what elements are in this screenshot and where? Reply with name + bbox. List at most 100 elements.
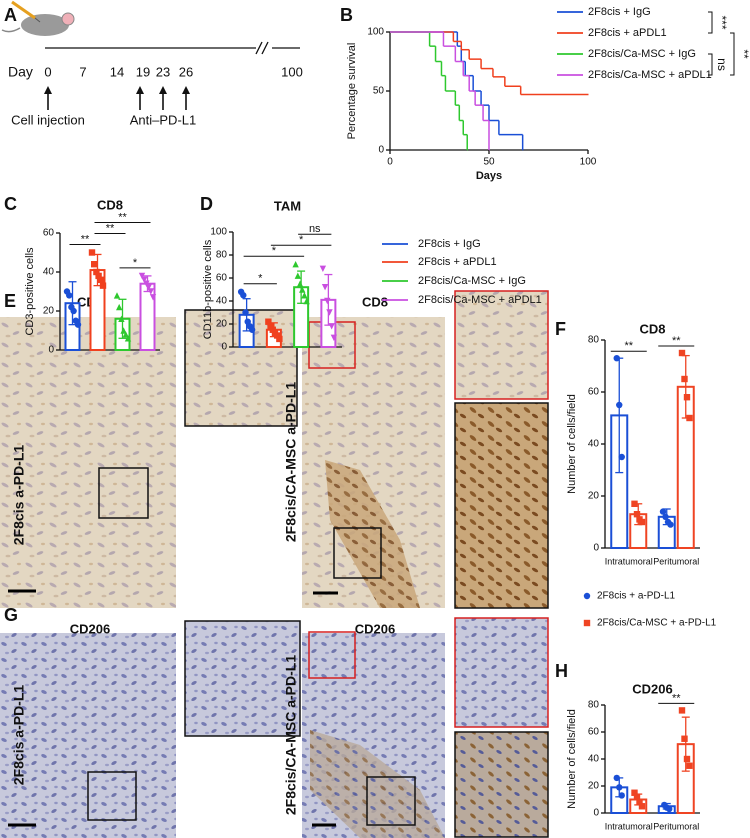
- data-point: [631, 789, 638, 796]
- image-label: 2F8cis a-PD-L1: [11, 445, 27, 546]
- image-title: CD206: [70, 621, 110, 636]
- data-point: [326, 309, 333, 316]
- data-point: [667, 521, 674, 528]
- axis-break: [255, 41, 263, 55]
- data-point: [118, 315, 125, 322]
- x-tick-label: Intratumoral: [605, 821, 653, 831]
- arrow-head: [159, 86, 167, 94]
- legend-label: 2F8cis + a-PD-L1: [597, 591, 676, 602]
- injection-label: Cell injection: [11, 112, 85, 127]
- y-tick-label: 20: [43, 306, 55, 317]
- significance-bracket: [708, 53, 713, 76]
- inset-image: [184, 620, 301, 737]
- data-point: [147, 288, 154, 295]
- day-tick-label: 19: [136, 64, 150, 79]
- y-tick-label: 60: [588, 727, 600, 738]
- legend-label: 2F8cis/Ca-MSC + IgG: [588, 48, 696, 60]
- data-point: [633, 511, 641, 518]
- stained-region: [325, 460, 420, 608]
- panel-label: E: [4, 291, 16, 311]
- data-point: [97, 276, 104, 283]
- data-point: [116, 303, 123, 311]
- image-label: 2F8cis/CA-MSC a-PD-L1: [283, 655, 299, 815]
- legend-swatch: [583, 592, 591, 600]
- significance-label: **: [672, 335, 681, 347]
- data-point: [240, 292, 247, 299]
- legend-label: 2F8cis + IgG: [418, 238, 481, 250]
- significance-label: *: [133, 257, 138, 269]
- data-point: [681, 375, 688, 383]
- legend-label: 2F8cis/Ca-MSC + aPDL1: [588, 69, 712, 81]
- data-point: [633, 793, 641, 800]
- data-point: [618, 453, 625, 461]
- data-point: [616, 784, 623, 791]
- inset-box: [98, 467, 149, 519]
- y-tick-label: 80: [216, 250, 228, 261]
- y-tick-label: 40: [216, 296, 228, 307]
- data-point: [662, 513, 669, 520]
- data-point: [301, 292, 308, 299]
- data-point: [141, 276, 148, 283]
- legend-label: 2F8cis/Ca-MSC + a-PD-L1: [597, 618, 717, 629]
- y-tick-label: 60: [43, 228, 55, 239]
- significance-bracket: [730, 32, 735, 76]
- data-point: [143, 280, 150, 287]
- data-point: [613, 774, 620, 782]
- inset-box: [87, 771, 137, 821]
- image-label: 2F8cis a-PD-L1: [11, 685, 27, 786]
- data-point: [638, 803, 646, 810]
- legend-label: 2F8cis + aPDL1: [418, 256, 497, 268]
- y-tick-label: 0: [378, 145, 384, 156]
- data-point: [88, 249, 96, 256]
- legend-label: 2F8cis/Ca-MSC + aPDL1: [418, 294, 542, 306]
- data-point: [636, 799, 643, 806]
- significance-label: **: [118, 211, 127, 223]
- data-point: [631, 500, 638, 507]
- data-point: [74, 321, 82, 328]
- mouse-illustration: [1, 0, 75, 36]
- inset-box: [308, 631, 356, 679]
- data-point: [618, 792, 625, 799]
- y-tick-label: 0: [221, 342, 227, 353]
- day-tick-label: 7: [79, 64, 86, 79]
- day-tick-label: 23: [156, 64, 170, 79]
- data-point: [299, 286, 306, 293]
- data-point: [638, 518, 646, 526]
- data-point: [91, 261, 98, 268]
- significance-label: **: [106, 222, 115, 234]
- data-point: [328, 323, 335, 330]
- arrow-head: [182, 86, 190, 94]
- data-point: [276, 335, 283, 343]
- image-title: CD206: [355, 621, 395, 636]
- data-point: [294, 272, 302, 279]
- treatment-label: Anti–PD-L1: [130, 112, 196, 127]
- panel-label: F: [555, 319, 566, 339]
- significance-label: **: [737, 49, 750, 59]
- inset-box: [366, 776, 416, 826]
- day-tick-label: 0: [44, 64, 51, 79]
- data-point: [292, 261, 299, 268]
- chart-title: CD8: [97, 197, 123, 212]
- data-point: [99, 282, 107, 289]
- data-point: [248, 326, 256, 333]
- image-title: CD8: [362, 294, 388, 309]
- data-point: [686, 414, 693, 422]
- data-point: [113, 292, 121, 299]
- data-point: [321, 284, 329, 291]
- data-point: [145, 284, 152, 291]
- y-tick-label: 0: [593, 543, 599, 554]
- chart-title: CD206: [632, 681, 672, 696]
- data-point: [122, 331, 129, 338]
- day-tick-label: 100: [281, 64, 303, 79]
- chart-title: CD8: [639, 321, 665, 336]
- data-point: [303, 297, 310, 305]
- panel-label: G: [4, 605, 18, 625]
- arrow-head: [136, 86, 144, 94]
- axis-break: [261, 41, 269, 55]
- data-point: [319, 265, 327, 272]
- inset-box: [333, 527, 382, 579]
- y-tick-label: 0: [48, 345, 54, 356]
- data-point: [296, 280, 304, 287]
- data-point: [265, 318, 272, 325]
- data-point: [678, 707, 686, 714]
